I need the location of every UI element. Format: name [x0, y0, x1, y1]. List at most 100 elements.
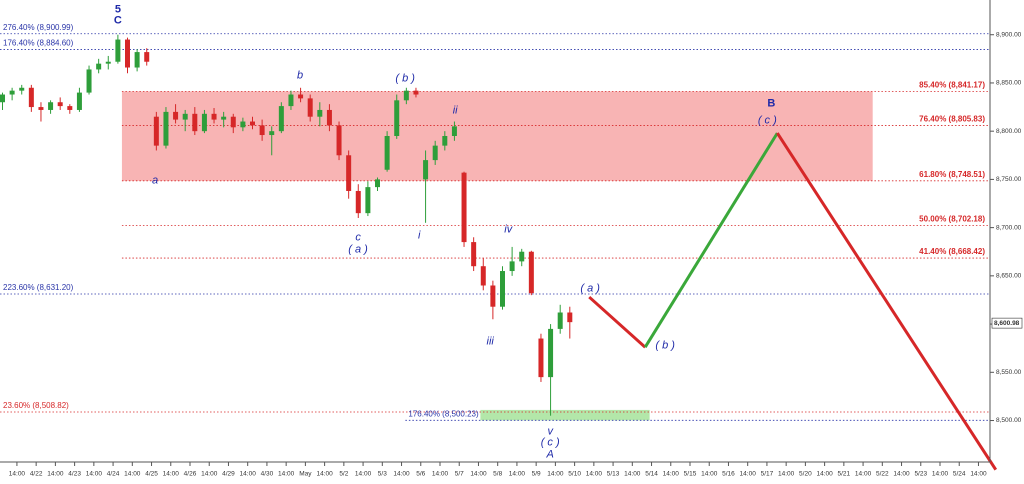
- x-tick-label: 5/10: [568, 471, 581, 478]
- candle-body: [153, 116, 159, 146]
- x-tick-label: 5/7: [455, 471, 464, 478]
- candle-body: [403, 90, 409, 101]
- candle-body: [451, 126, 457, 136]
- wave-label: A: [546, 448, 554, 460]
- candle-body: [57, 102, 63, 107]
- candle-body: [19, 87, 25, 91]
- fib-label: 176.40% (8,500.23): [408, 409, 479, 418]
- x-tick-label: 14:00: [240, 471, 257, 478]
- x-tick-label: 14:00: [470, 471, 487, 478]
- candle-body: [538, 338, 544, 378]
- wave-label: v: [547, 425, 554, 437]
- x-tick-label: 5/6: [416, 471, 425, 478]
- candle-body: [519, 251, 525, 262]
- wave-label: ( a ): [348, 244, 368, 256]
- wave-label: ( c ): [758, 115, 777, 127]
- x-tick-label: 14:00: [778, 471, 795, 478]
- candle-body: [413, 90, 419, 95]
- x-tick-label: 4/23: [68, 471, 81, 478]
- candle-body: [163, 111, 169, 146]
- candle-body: [144, 52, 150, 62]
- candle-body: [9, 90, 15, 95]
- x-tick-label: 14:00: [278, 471, 295, 478]
- x-tick-label: May: [299, 471, 312, 478]
- candle-body: [240, 121, 246, 128]
- wave-label: ( c ): [541, 436, 560, 448]
- x-tick-label: 14:00: [547, 471, 564, 478]
- fib-label: 23.60% (8,508.82): [3, 401, 69, 410]
- last-price-box: [991, 317, 1023, 329]
- candle-body: [259, 125, 265, 136]
- x-tick-label: 5/13: [607, 471, 620, 478]
- fib-label: 61.80% (8,748.51): [919, 170, 985, 179]
- x-tick-label: 5/14: [645, 471, 658, 478]
- candle-body: [211, 113, 217, 120]
- x-tick-label: 14:00: [932, 471, 949, 478]
- candle-body: [509, 261, 515, 272]
- projection-line: [588, 295, 647, 349]
- wave-label: B: [767, 98, 775, 110]
- x-tick-label: 5/24: [953, 471, 966, 478]
- x-tick-label: 14:00: [86, 471, 103, 478]
- x-tick-label: 14:00: [663, 471, 680, 478]
- candle-body: [326, 109, 332, 126]
- x-tick-label: 14:00: [163, 471, 180, 478]
- x-tick-label: 14:00: [316, 471, 333, 478]
- candle-body: [288, 94, 294, 107]
- x-tick-label: 14:00: [816, 471, 833, 478]
- y-tick-label: 8,650.00: [996, 273, 1022, 280]
- wave-label: iii: [487, 335, 495, 347]
- candle-body: [528, 251, 534, 294]
- x-tick-label: 4/26: [184, 471, 197, 478]
- x-tick-label: 14:00: [509, 471, 526, 478]
- x-tick-label: 5/23: [914, 471, 927, 478]
- x-tick-label: 14:00: [893, 471, 910, 478]
- wave-label: ii: [453, 105, 458, 117]
- x-tick-label: 14:00: [201, 471, 218, 478]
- candle-body: [432, 145, 438, 161]
- candle-body: [269, 131, 275, 136]
- candle-body: [490, 285, 496, 307]
- candle-body: [317, 109, 323, 117]
- wave-label: ( a ): [580, 282, 600, 294]
- candle-body: [384, 135, 390, 170]
- candle-body: [76, 92, 82, 110]
- candle-body: [67, 106, 73, 110]
- candle-body: [182, 113, 188, 120]
- wave-label: ( b ): [655, 339, 675, 351]
- candle-body: [173, 111, 179, 120]
- candle-body: [221, 116, 227, 120]
- candle-body: [480, 266, 486, 286]
- y-tick-label: 8,550.00: [996, 369, 1022, 376]
- x-tick-label: 5/22: [876, 471, 889, 478]
- candle-body: [278, 106, 284, 132]
- x-tick-label: 4/29: [222, 471, 235, 478]
- x-tick-label: 4/24: [107, 471, 120, 478]
- zone: [480, 409, 650, 421]
- candle-body: [192, 113, 198, 132]
- candle-body: [201, 113, 207, 132]
- wave-label: a: [152, 175, 158, 187]
- x-tick-label: 14:00: [624, 471, 641, 478]
- candle-body: [298, 94, 304, 99]
- projection-line: [643, 132, 779, 349]
- wave-label: b: [297, 70, 303, 82]
- x-tick-label: 5/15: [684, 471, 697, 478]
- candle-body: [230, 116, 236, 128]
- fib-label: 85.40% (8,841.17): [919, 81, 985, 90]
- x-tick-label: 14:00: [855, 471, 872, 478]
- candle-body: [115, 39, 121, 62]
- x-tick-label: 14:00: [9, 471, 26, 478]
- wave-label: ( b ): [395, 73, 415, 85]
- candle-body: [355, 190, 361, 214]
- x-tick-label: 14:00: [701, 471, 718, 478]
- candle-body: [394, 100, 400, 136]
- fib-label: 41.40% (8,668.42): [919, 247, 985, 256]
- x-tick-label: 5/17: [761, 471, 774, 478]
- y-tick-label: 8,500.00: [996, 417, 1022, 424]
- x-tick-label: 14:00: [740, 471, 757, 478]
- x-tick-label: 14:00: [970, 471, 987, 478]
- wave-label: iv: [504, 224, 513, 236]
- candle-body: [548, 328, 554, 378]
